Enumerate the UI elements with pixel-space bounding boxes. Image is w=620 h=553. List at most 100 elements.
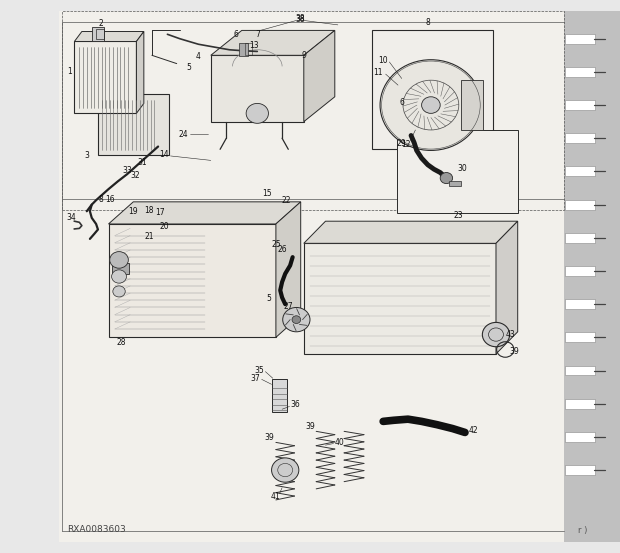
Text: 38: 38 <box>296 15 306 24</box>
Text: 14: 14 <box>159 150 169 159</box>
Bar <box>461 80 483 130</box>
Polygon shape <box>304 243 496 354</box>
Bar <box>565 266 595 276</box>
Text: 16: 16 <box>105 195 115 204</box>
Bar <box>245 43 252 55</box>
Text: r ): r ) <box>578 526 588 535</box>
Polygon shape <box>276 202 301 337</box>
Bar <box>565 200 595 210</box>
Bar <box>397 130 518 213</box>
Text: 5: 5 <box>187 63 192 72</box>
Polygon shape <box>496 221 518 354</box>
Text: 13: 13 <box>249 41 259 50</box>
Bar <box>564 11 620 542</box>
Bar <box>565 100 595 110</box>
Text: 35: 35 <box>254 366 264 375</box>
Bar <box>565 366 595 375</box>
Text: 3: 3 <box>84 152 89 160</box>
Text: 33: 33 <box>122 166 132 175</box>
Polygon shape <box>108 202 301 224</box>
Text: 7: 7 <box>255 30 260 39</box>
Text: 6: 6 <box>233 30 238 39</box>
Bar <box>565 332 595 342</box>
Circle shape <box>380 60 482 150</box>
Text: 30: 30 <box>457 164 467 173</box>
Bar <box>565 299 595 309</box>
Circle shape <box>272 458 299 482</box>
Text: 39: 39 <box>265 434 275 442</box>
Circle shape <box>112 270 126 283</box>
Bar <box>112 263 129 274</box>
Circle shape <box>110 252 128 268</box>
Text: 19: 19 <box>128 207 138 216</box>
Text: 27: 27 <box>283 302 293 311</box>
Bar <box>565 34 595 44</box>
Bar <box>62 11 564 210</box>
Bar <box>449 181 461 186</box>
Polygon shape <box>304 221 518 243</box>
Polygon shape <box>136 32 144 113</box>
Bar <box>372 30 493 149</box>
Text: 4: 4 <box>196 52 201 61</box>
Text: 24: 24 <box>178 130 188 139</box>
Bar <box>565 233 595 243</box>
Circle shape <box>422 97 440 113</box>
Text: 5: 5 <box>266 294 271 303</box>
Circle shape <box>292 316 301 324</box>
Text: 17: 17 <box>155 208 165 217</box>
Polygon shape <box>98 94 169 155</box>
Circle shape <box>113 286 125 297</box>
Polygon shape <box>211 55 304 122</box>
Text: 42: 42 <box>468 426 478 435</box>
Circle shape <box>246 103 268 123</box>
Text: 36: 36 <box>291 400 301 409</box>
Text: 6: 6 <box>399 98 404 107</box>
Text: 40: 40 <box>335 438 345 447</box>
Bar <box>59 11 564 542</box>
Bar <box>565 399 595 409</box>
Bar <box>96 29 104 39</box>
Text: 10: 10 <box>378 56 388 65</box>
Bar <box>565 432 595 442</box>
Text: 18: 18 <box>144 206 154 215</box>
Bar <box>92 27 104 41</box>
Text: 29: 29 <box>397 139 407 148</box>
Text: 32: 32 <box>130 171 140 180</box>
Text: 39: 39 <box>510 347 520 356</box>
Text: 43: 43 <box>505 330 515 338</box>
Polygon shape <box>108 224 276 337</box>
Text: 15: 15 <box>262 189 272 198</box>
Text: 25: 25 <box>271 240 281 249</box>
Circle shape <box>283 307 310 332</box>
Text: 34: 34 <box>66 213 76 222</box>
Bar <box>565 67 595 77</box>
Text: RXA0083603: RXA0083603 <box>67 525 125 534</box>
Text: 12: 12 <box>401 140 411 149</box>
Bar <box>239 43 248 56</box>
Text: 11: 11 <box>373 69 383 77</box>
Text: 26: 26 <box>277 246 287 254</box>
Circle shape <box>440 173 453 184</box>
Text: 31: 31 <box>138 158 148 167</box>
Bar <box>565 133 595 143</box>
Text: 20: 20 <box>159 222 169 231</box>
Text: 22: 22 <box>281 196 291 205</box>
Bar <box>565 166 595 176</box>
Text: 2: 2 <box>98 19 103 28</box>
Bar <box>565 465 595 475</box>
Text: 39: 39 <box>305 422 315 431</box>
Bar <box>272 379 287 412</box>
Text: 21: 21 <box>144 232 154 241</box>
Polygon shape <box>304 30 335 122</box>
Polygon shape <box>211 30 335 55</box>
Text: 38: 38 <box>296 14 306 23</box>
Polygon shape <box>74 41 136 113</box>
Text: 41: 41 <box>271 492 281 501</box>
Text: 8: 8 <box>98 195 103 204</box>
Circle shape <box>482 322 510 347</box>
Text: 8: 8 <box>425 18 430 27</box>
Text: 23: 23 <box>454 211 464 220</box>
Text: 37: 37 <box>250 374 260 383</box>
Text: 1: 1 <box>67 67 72 76</box>
Text: 9: 9 <box>301 51 306 60</box>
